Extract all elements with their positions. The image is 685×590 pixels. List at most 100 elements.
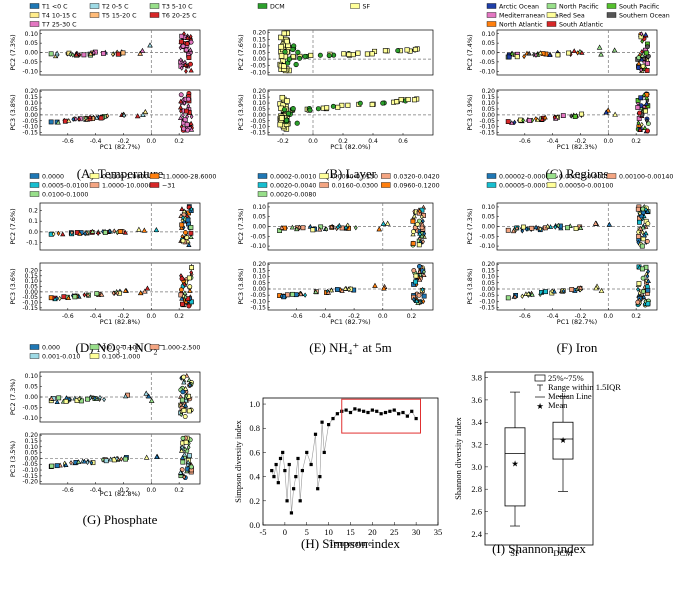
x-tick-label: -0.4 bbox=[90, 313, 102, 320]
x-tick-label: 0.0 bbox=[308, 138, 318, 145]
x-tick-label: 0.2 bbox=[174, 138, 184, 145]
data-point bbox=[339, 288, 345, 293]
legend-swatch bbox=[486, 21, 497, 27]
data-point bbox=[182, 117, 188, 123]
x-tick-label: 25 bbox=[390, 527, 399, 537]
data-point bbox=[534, 116, 538, 122]
x-axis-label: Temperature bbox=[329, 538, 372, 548]
data-point bbox=[188, 234, 194, 240]
data-point bbox=[286, 56, 292, 62]
subplot-bot: 0.200.150.100.050.00-0.05-0.10-0.15 PC3 (… bbox=[466, 88, 658, 137]
data-point bbox=[643, 100, 650, 106]
data-point bbox=[415, 221, 420, 227]
data-point bbox=[606, 221, 613, 227]
data-point bbox=[139, 47, 146, 53]
data-point bbox=[505, 295, 511, 301]
data-point bbox=[302, 53, 308, 59]
data-point bbox=[520, 228, 525, 234]
data-point bbox=[136, 226, 142, 232]
data-point bbox=[186, 55, 192, 60]
data-point bbox=[277, 228, 282, 234]
data-point bbox=[122, 112, 126, 119]
data-point bbox=[308, 52, 314, 58]
data-point bbox=[111, 290, 116, 296]
data-point bbox=[550, 288, 554, 294]
x-tick-label: 0.0 bbox=[378, 313, 388, 320]
data-point bbox=[182, 385, 189, 391]
data-point bbox=[77, 231, 83, 236]
legend-swatch bbox=[546, 21, 557, 27]
data-point bbox=[405, 96, 411, 102]
data-point bbox=[538, 226, 543, 232]
data-point bbox=[529, 291, 535, 297]
data-point bbox=[416, 277, 423, 282]
legend-label: 0.00100-0.00140 bbox=[619, 174, 673, 181]
data-point bbox=[83, 230, 87, 237]
data-point bbox=[101, 457, 105, 463]
data-point bbox=[70, 52, 75, 58]
points bbox=[277, 204, 427, 248]
data-point bbox=[328, 287, 335, 293]
data-point bbox=[185, 114, 189, 120]
data-point bbox=[183, 402, 189, 408]
data-point bbox=[179, 65, 184, 71]
data-point bbox=[420, 287, 425, 293]
data-point bbox=[181, 112, 185, 118]
panel-caption: (E) NH₄⁺ at 5m bbox=[309, 340, 392, 355]
data-point bbox=[290, 53, 296, 59]
panel-f: 0.00002-0.00005 0.00010-0.00050 0.00100-0.… bbox=[466, 173, 673, 355]
data-point bbox=[117, 229, 123, 234]
plot-frame bbox=[39, 433, 201, 485]
data-point bbox=[179, 225, 185, 230]
data-point bbox=[180, 301, 185, 307]
y-tick-label: 0.00 bbox=[253, 112, 267, 119]
data-point bbox=[642, 125, 648, 130]
legend-label: North Pacific bbox=[559, 4, 599, 11]
data-point bbox=[514, 54, 520, 60]
simpson-point bbox=[292, 487, 296, 491]
y-tick-label: 0.10 bbox=[25, 444, 39, 451]
x-axis-label: PC1 (82.7%) bbox=[330, 318, 370, 326]
data-point bbox=[395, 48, 401, 54]
y-tick-label: 0.20 bbox=[25, 432, 39, 439]
panel-e: 0.0002-0.0010 0.0090-0.0150 0.0320-0.0420 0… bbox=[237, 173, 440, 355]
data-point bbox=[645, 44, 650, 50]
data-point bbox=[640, 63, 646, 69]
subplot-bot: 0.200.150.100.050.00-0.05-0.10-0.15 PC3 (… bbox=[9, 88, 201, 137]
simpson-point bbox=[405, 414, 409, 418]
legend-label: 0.010-0.100 bbox=[102, 345, 140, 352]
y-tick-label: -0.05 bbox=[250, 233, 266, 240]
data-point bbox=[404, 47, 410, 53]
legend-swatch bbox=[257, 191, 268, 197]
x-tick-label: -0.4 bbox=[90, 487, 102, 494]
data-point bbox=[71, 116, 76, 122]
data-point bbox=[421, 298, 426, 305]
data-point bbox=[643, 298, 648, 305]
data-point bbox=[57, 295, 62, 302]
data-point bbox=[86, 292, 90, 299]
panel-caption: (B) Layer bbox=[325, 166, 377, 181]
data-point bbox=[505, 119, 511, 124]
y-tick-label: 0.10 bbox=[253, 100, 267, 107]
legend-swatch bbox=[29, 173, 40, 179]
data-point bbox=[183, 230, 188, 235]
data-point bbox=[394, 99, 400, 105]
data-point bbox=[644, 68, 650, 73]
simpson-point bbox=[283, 468, 287, 473]
data-point bbox=[357, 100, 363, 106]
y-tick-label: 0.05 bbox=[482, 280, 496, 287]
data-point bbox=[598, 287, 605, 293]
legend-swatch bbox=[486, 182, 497, 188]
legend-label: T1 <0 C bbox=[41, 4, 68, 11]
data-point bbox=[410, 241, 416, 246]
data-point bbox=[282, 49, 288, 55]
legend-swatch bbox=[486, 173, 497, 179]
simpson-point bbox=[316, 487, 320, 491]
data-point bbox=[179, 454, 186, 460]
data-point bbox=[66, 117, 72, 123]
data-point bbox=[380, 100, 386, 106]
data-point bbox=[324, 105, 330, 111]
y-tick-label: 0.00 bbox=[482, 286, 496, 293]
subplot-bot: 0.200.150.100.050.00-0.05-0.10-0.15 PC3 (… bbox=[466, 261, 658, 312]
legend-label: Mediterranean Sea bbox=[499, 13, 559, 20]
